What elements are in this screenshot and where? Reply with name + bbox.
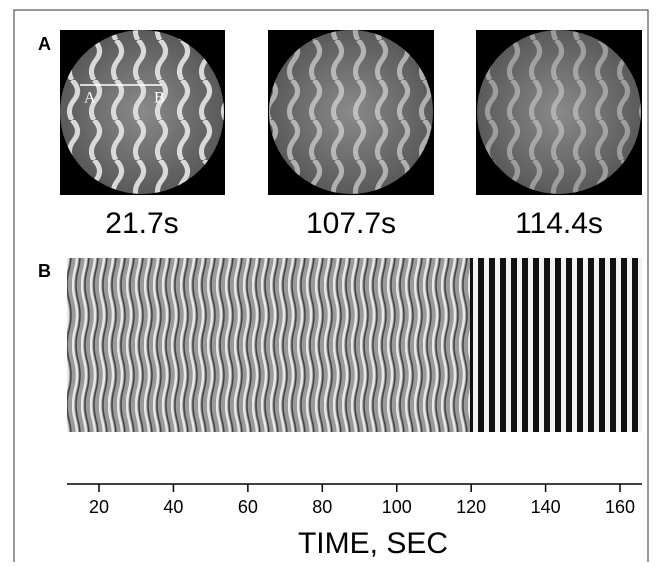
tick-label: 140 — [531, 497, 561, 517]
line-label: B — [154, 90, 165, 107]
tick-label: 120 — [456, 497, 486, 517]
image — [268, 30, 434, 195]
time-axis: 20 40 60 80 100 120 140 160 — [67, 484, 642, 517]
tick-label: 80 — [312, 497, 332, 517]
figure: A A B 21.7s 107.7s 114.4s B 20 40 60 80 100 1… — [0, 0, 661, 562]
space-time-plot — [470, 258, 642, 432]
tick-label: 160 — [605, 497, 635, 517]
panel-label: A — [38, 34, 51, 54]
axis-title: TIME, SEC — [298, 527, 448, 560]
tick-label: 40 — [163, 497, 183, 517]
space-time-plot — [67, 258, 470, 432]
panel-label: B — [38, 261, 51, 281]
image: A B — [60, 30, 225, 195]
image — [476, 30, 642, 195]
time-label: 114.4s — [515, 207, 603, 240]
tick-label: 100 — [382, 497, 412, 517]
time-label: 107.7s — [306, 207, 396, 240]
line-label: A — [84, 90, 96, 107]
tick-label: 60 — [238, 497, 258, 517]
time-label: 21.7s — [105, 207, 178, 240]
tick-label: 20 — [89, 497, 109, 517]
